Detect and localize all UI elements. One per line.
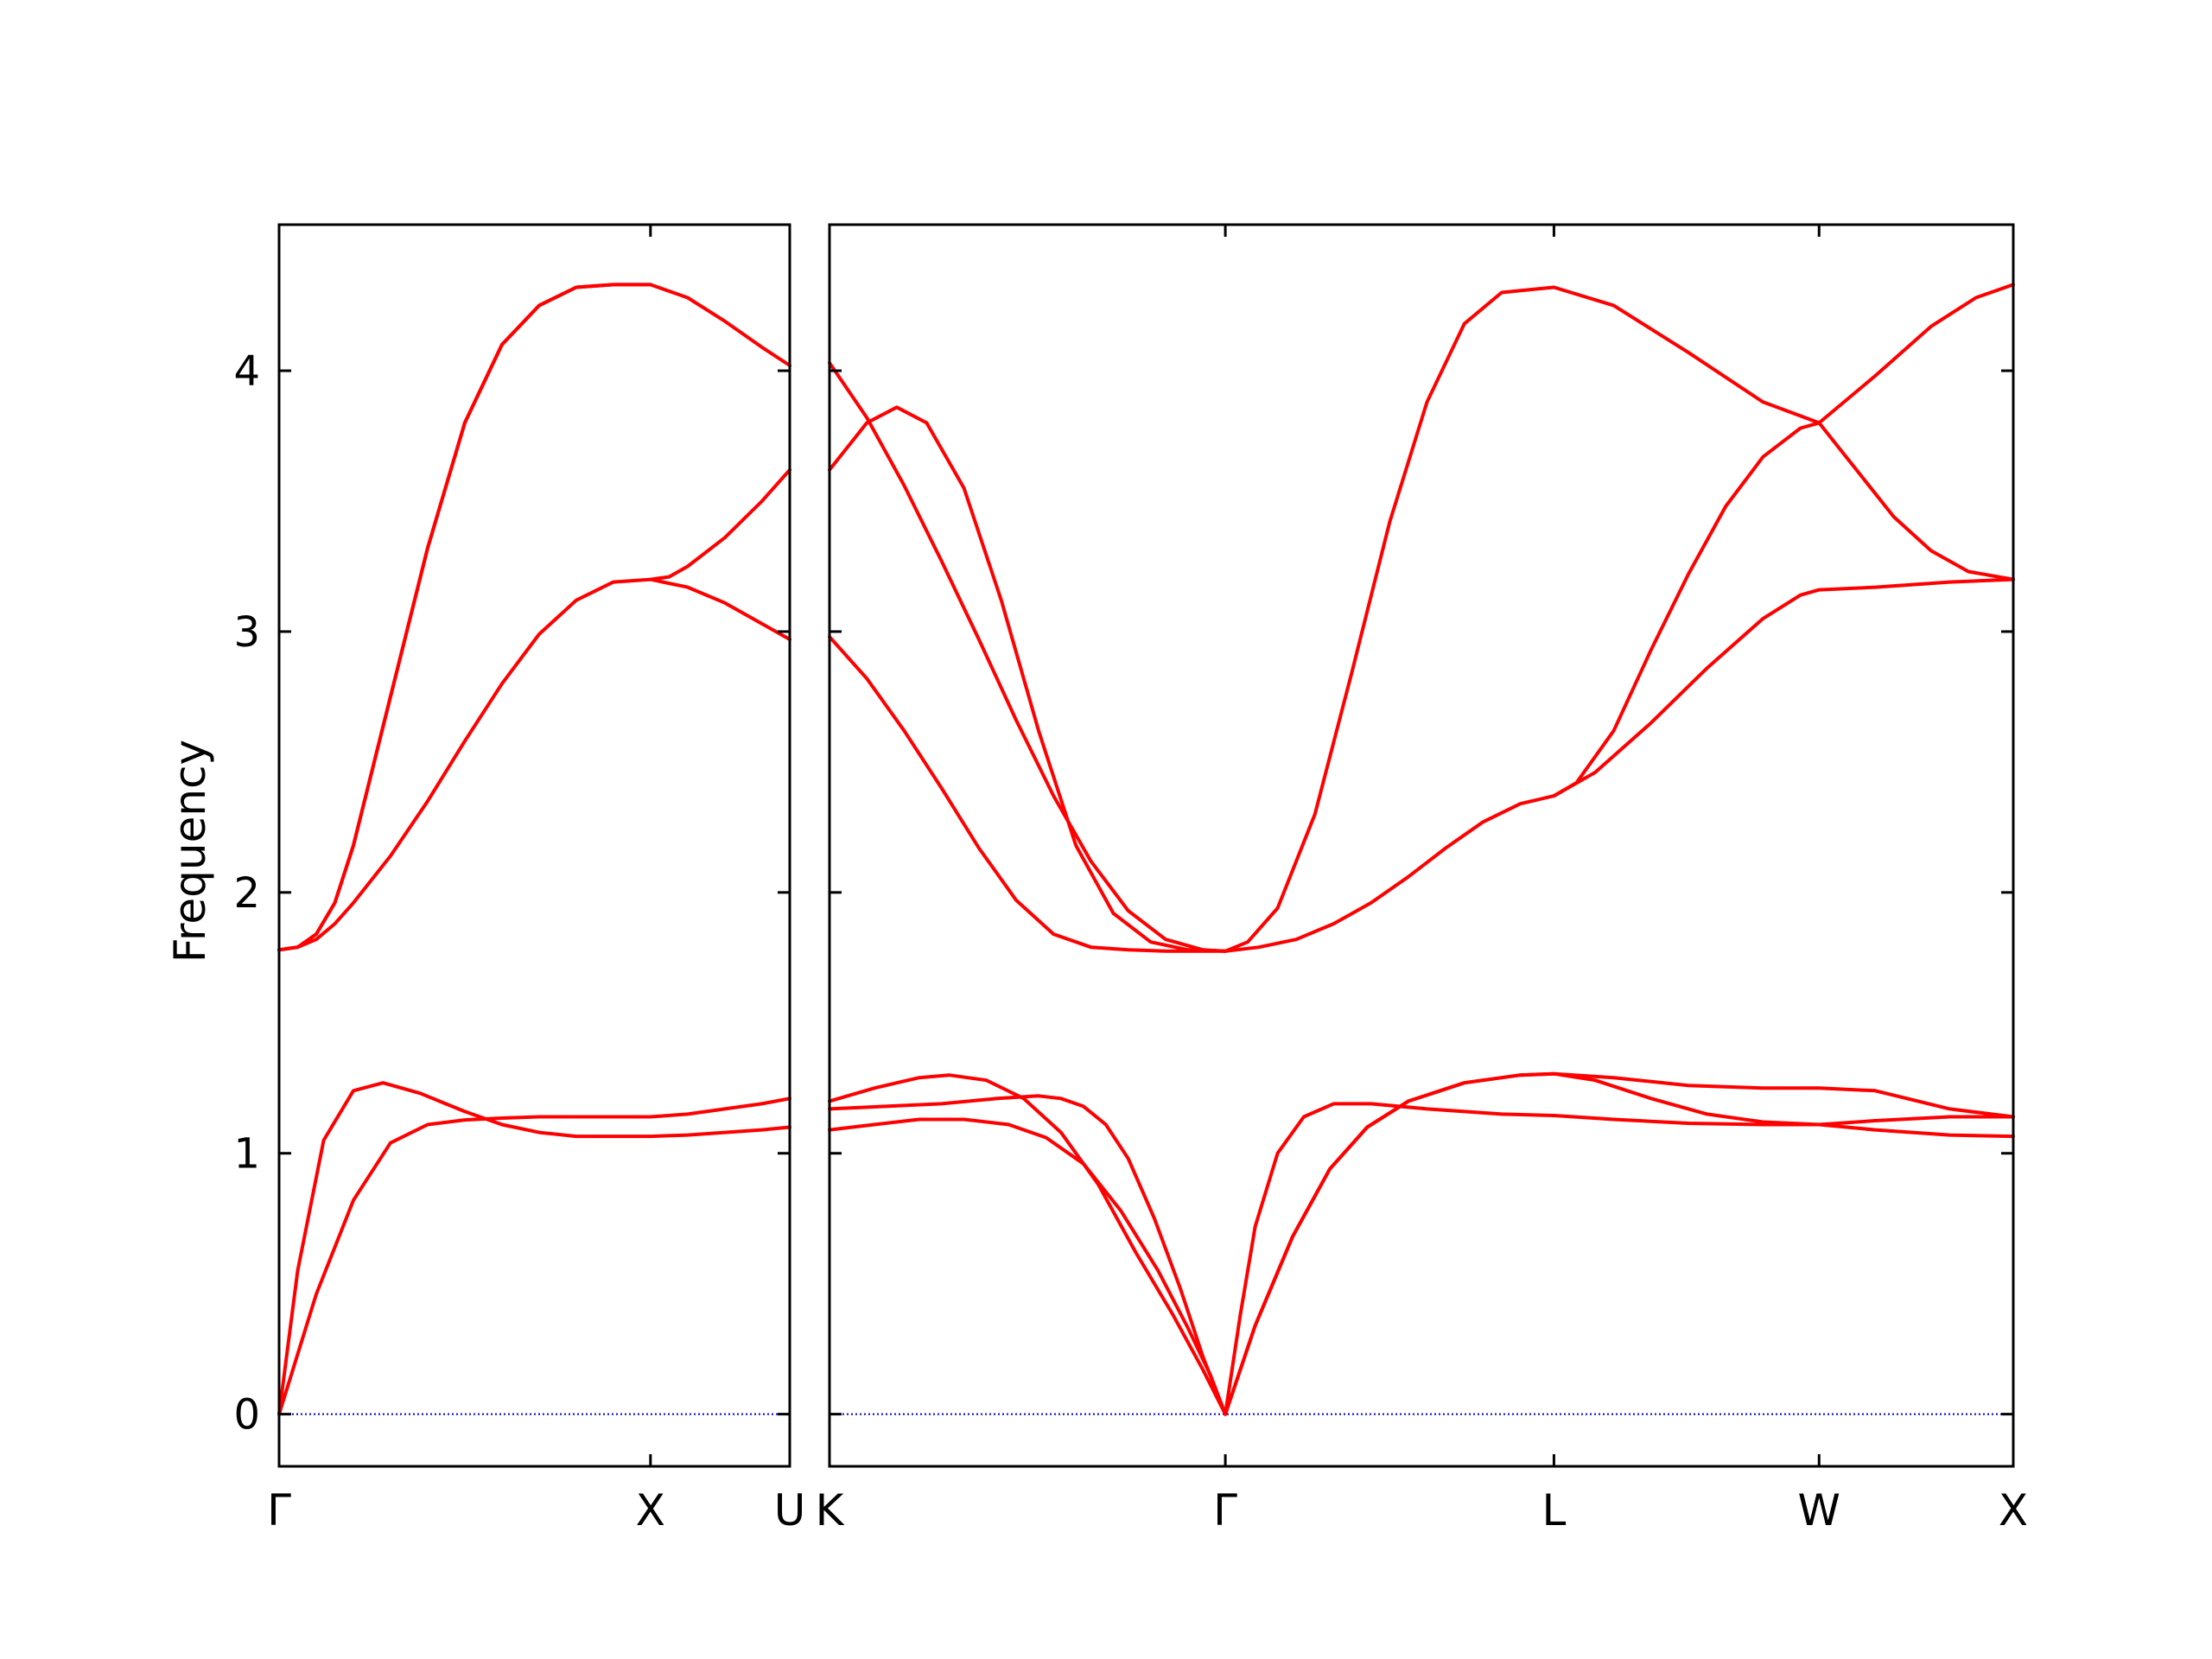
axes-frame [828, 223, 2015, 1468]
band-line-9 [828, 405, 1228, 953]
x-tick-label: Γ [1213, 1485, 1237, 1535]
band-line-3 [277, 577, 791, 952]
axes-frame [277, 223, 791, 1468]
x-tick-label: Γ [267, 1485, 291, 1535]
band-line-8 [828, 361, 1228, 953]
x-tick-label: W [1798, 1485, 1840, 1535]
y-tick-label: 3 [233, 608, 260, 657]
band-line-6 [1224, 1071, 2015, 1416]
band-line-11 [1552, 421, 2015, 798]
x-tick-label: K [816, 1485, 845, 1535]
y-axis-label: Frequency [165, 740, 215, 963]
band-line-2 [828, 1073, 1228, 1416]
x-tick-label: L [1541, 1485, 1566, 1535]
band-line-3 [828, 1094, 1228, 1416]
y-tick-label: 0 [233, 1391, 260, 1440]
band-line-7 [828, 577, 2015, 953]
y-tick-label: 2 [233, 869, 260, 918]
band-line-4 [277, 283, 791, 952]
x-tick-label: X [1999, 1485, 2028, 1535]
panel-gamma-x-u: 0 1 2 3 4 Γ X U [233, 223, 806, 1535]
x-tick-label: X [636, 1485, 665, 1535]
band-line-1 [277, 1096, 791, 1416]
y-tick-label: 1 [233, 1130, 260, 1179]
band-line-1 [828, 1117, 1228, 1416]
band-line-2 [277, 1081, 791, 1416]
band-line-5 [1224, 1071, 2015, 1416]
band-line-6 [648, 467, 791, 582]
y-tick-label: 4 [233, 347, 260, 396]
x-tick-label: U [774, 1485, 806, 1535]
band-line-4 [1224, 1102, 2015, 1416]
band-line-5 [277, 283, 652, 952]
band-line-10 [1224, 283, 2015, 953]
